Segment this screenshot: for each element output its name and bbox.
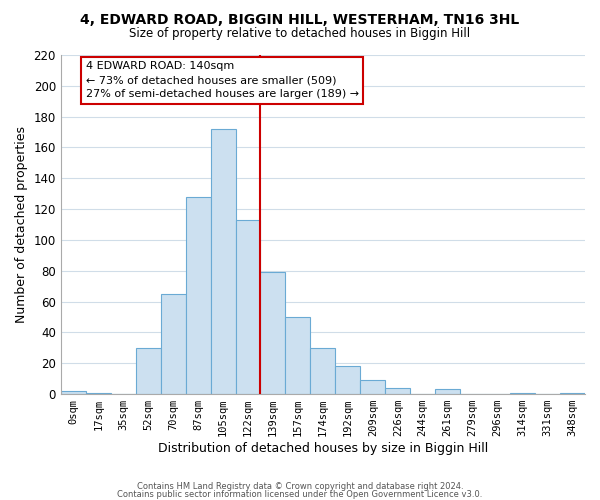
Bar (435, 390, 460, 394)
Bar (286, 317, 310, 394)
Bar (185, 197, 211, 394)
Bar (510, 392, 535, 394)
Bar (161, 294, 185, 394)
Bar (61, 391, 86, 394)
Bar (86, 392, 111, 394)
Bar (385, 388, 410, 394)
Bar (335, 366, 361, 394)
Y-axis label: Number of detached properties: Number of detached properties (15, 126, 28, 323)
Bar (236, 220, 260, 394)
Text: 4, EDWARD ROAD, BIGGIN HILL, WESTERHAM, TN16 3HL: 4, EDWARD ROAD, BIGGIN HILL, WESTERHAM, … (80, 12, 520, 26)
Text: Contains public sector information licensed under the Open Government Licence v3: Contains public sector information licen… (118, 490, 482, 499)
Bar (136, 348, 161, 394)
Bar (560, 392, 585, 394)
Text: Contains HM Land Registry data © Crown copyright and database right 2024.: Contains HM Land Registry data © Crown c… (137, 482, 463, 491)
X-axis label: Distribution of detached houses by size in Biggin Hill: Distribution of detached houses by size … (158, 442, 488, 455)
Bar (211, 129, 236, 394)
Bar (260, 272, 286, 394)
Text: 4 EDWARD ROAD: 140sqm
← 73% of detached houses are smaller (509)
27% of semi-det: 4 EDWARD ROAD: 140sqm ← 73% of detached … (86, 61, 359, 99)
Bar (361, 380, 385, 394)
Text: Size of property relative to detached houses in Biggin Hill: Size of property relative to detached ho… (130, 28, 470, 40)
Bar (310, 348, 335, 394)
